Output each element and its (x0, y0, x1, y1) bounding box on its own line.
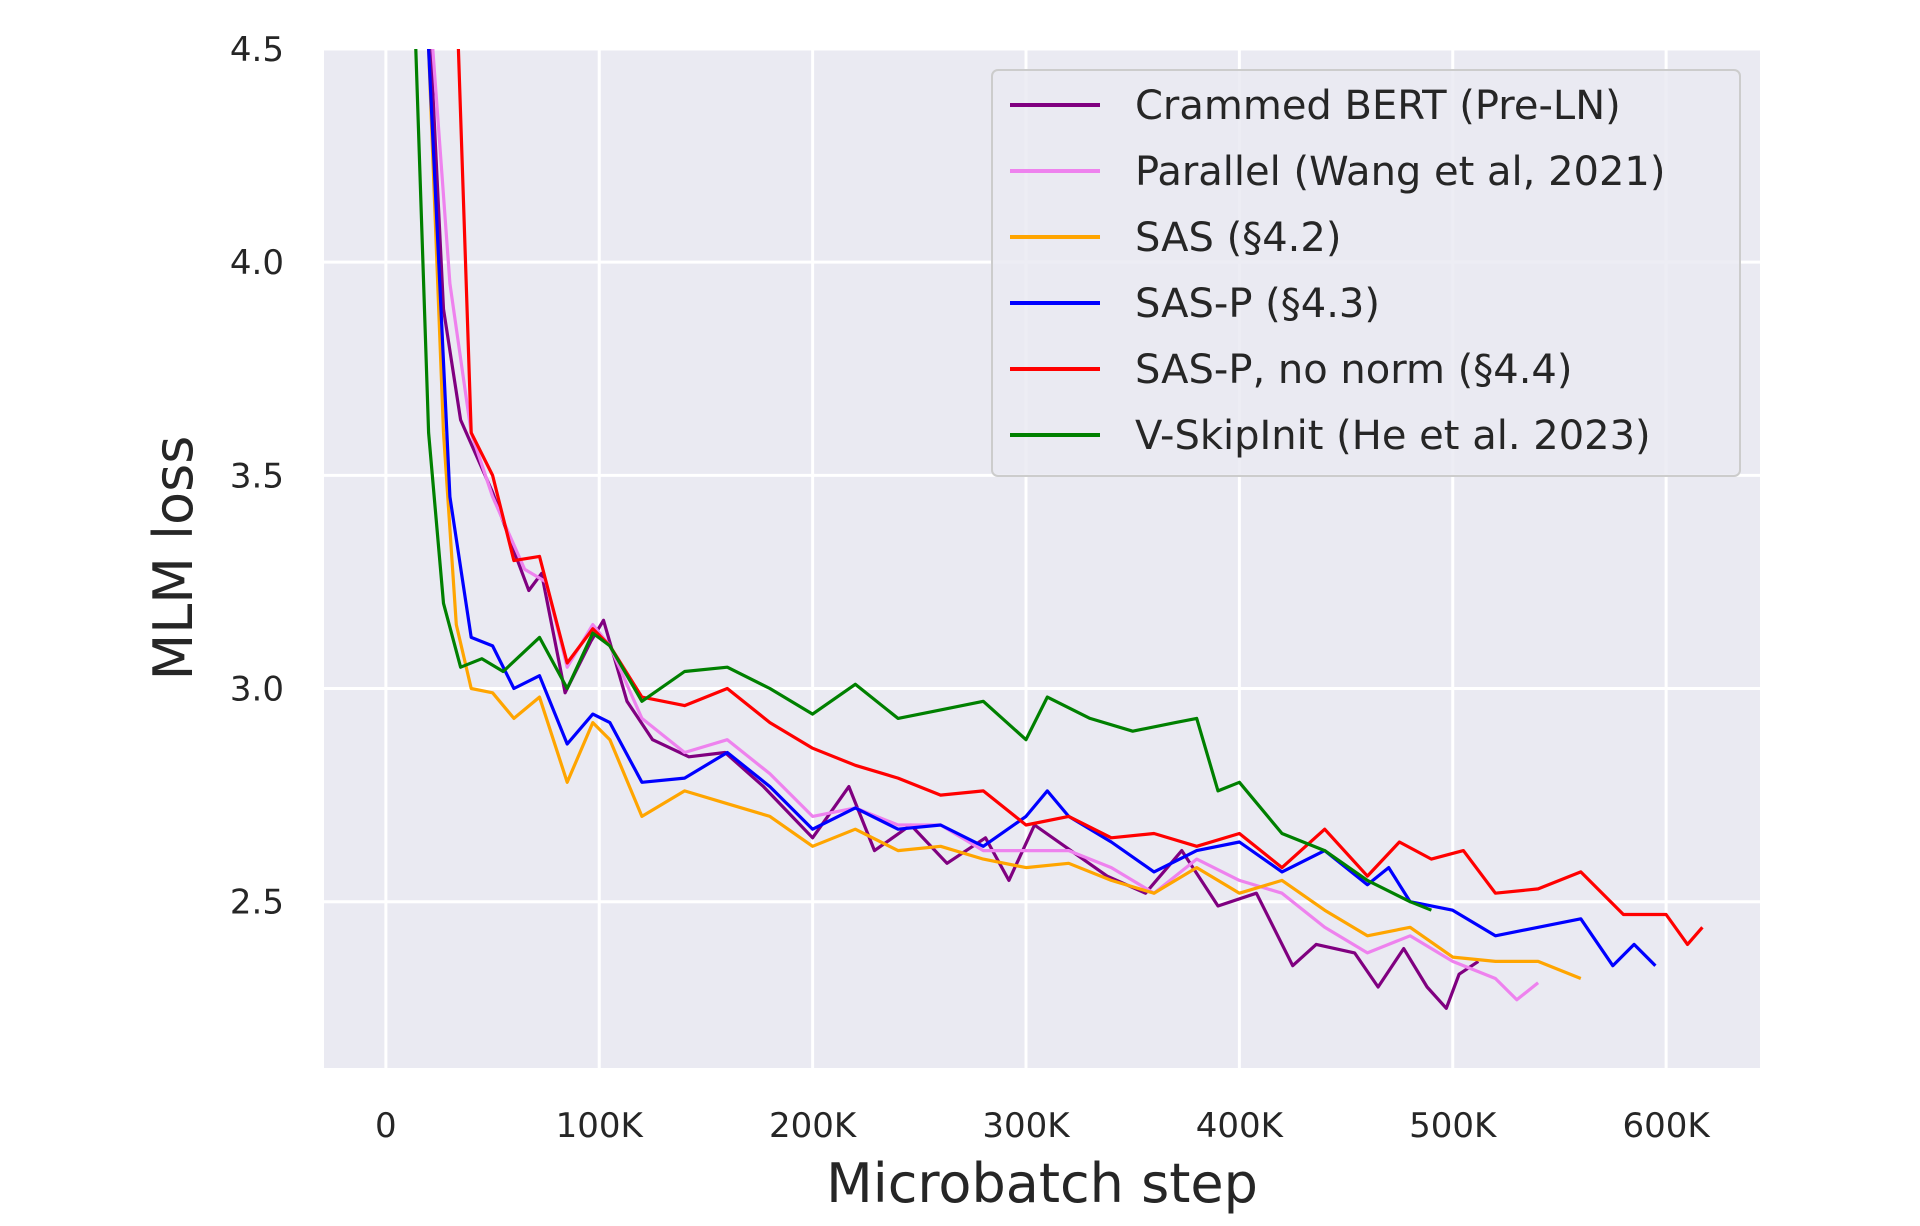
x-tick-label: 0 (375, 1106, 397, 1146)
y-tick-label: 4.5 (230, 30, 284, 70)
series-line-5 (414, 49, 1432, 912)
x-tick-label: 200K (769, 1106, 858, 1146)
x-axis-label: Microbatch step (826, 1152, 1258, 1215)
series-line-4 (456, 49, 1704, 947)
legend-label: V-SkipInit (He et al. 2023) (1135, 413, 1651, 459)
y-tick-label: 3.5 (230, 456, 284, 496)
legend: Crammed BERT (Pre-LN) Parallel (Wang et a… (991, 69, 1741, 477)
series-line-1 (431, 49, 1540, 1002)
x-tick-label: 500K (1409, 1106, 1498, 1146)
legend-label: SAS (§4.2) (1135, 215, 1341, 261)
legend-label: Crammed BERT (Pre-LN) (1135, 83, 1621, 129)
x-tick-label: 600K (1623, 1106, 1712, 1146)
legend-label: Parallel (Wang et al, 2021) (1135, 149, 1666, 195)
legend-label: SAS-P, no norm (§4.4) (1135, 347, 1572, 393)
series-line-2 (426, 49, 1582, 980)
y-tick-label: 2.5 (230, 883, 284, 923)
x-tick-label: 300K (982, 1106, 1071, 1146)
y-axis-label: MLM loss (142, 436, 205, 681)
series-line-3 (426, 49, 1657, 968)
y-tick-label: 4.0 (230, 243, 284, 283)
legend-box (991, 69, 1741, 477)
y-tick-label: 3.0 (230, 670, 284, 710)
legend-label: SAS-P (§4.3) (1135, 281, 1380, 327)
x-tick-label: 100K (556, 1106, 645, 1146)
x-tick-label: 400K (1196, 1106, 1285, 1146)
